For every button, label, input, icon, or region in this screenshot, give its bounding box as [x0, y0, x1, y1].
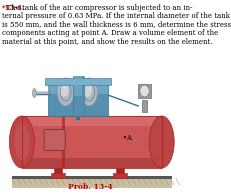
Bar	[76, 114, 80, 120]
Bar	[138, 84, 150, 98]
Bar	[12, 176, 171, 178]
Text: ternal pressure of 0.63 MPa. If the internal diameter of the tank: ternal pressure of 0.63 MPa. If the inte…	[2, 12, 228, 20]
Bar	[51, 173, 64, 178]
Bar	[142, 100, 146, 112]
Text: Prob. 13-4: Prob. 13-4	[68, 183, 112, 191]
Bar	[22, 158, 161, 168]
Text: is 550 mm, and the wall thickness is 6 mm, determine the stress: is 550 mm, and the wall thickness is 6 m…	[2, 21, 230, 29]
Text: The tank of the air compressor is subjected to an in-: The tank of the air compressor is subjec…	[2, 3, 191, 11]
FancyBboxPatch shape	[44, 130, 65, 151]
Bar	[116, 168, 124, 176]
Circle shape	[139, 85, 149, 97]
Bar	[22, 116, 161, 168]
Bar	[74, 76, 82, 96]
Text: material at this point, and show the results on the element.: material at this point, and show the res…	[2, 37, 211, 46]
Ellipse shape	[59, 81, 68, 97]
Ellipse shape	[14, 124, 29, 160]
Ellipse shape	[32, 88, 36, 98]
Bar	[54, 168, 61, 176]
Ellipse shape	[9, 116, 34, 168]
Text: *13-4.: *13-4.	[2, 3, 25, 11]
Bar	[22, 116, 161, 168]
Bar	[45, 78, 110, 85]
Bar	[62, 116, 64, 168]
Text: components acting at point A. Draw a volume element of the: components acting at point A. Draw a vol…	[2, 29, 217, 37]
Bar	[113, 173, 127, 178]
Bar	[12, 178, 171, 187]
Ellipse shape	[149, 116, 173, 168]
Bar	[48, 80, 107, 94]
Ellipse shape	[82, 81, 92, 97]
Ellipse shape	[80, 78, 97, 106]
Bar	[48, 80, 107, 116]
Ellipse shape	[57, 78, 74, 106]
Text: •A: •A	[123, 134, 132, 142]
Bar	[22, 116, 161, 126]
Bar	[72, 76, 83, 116]
